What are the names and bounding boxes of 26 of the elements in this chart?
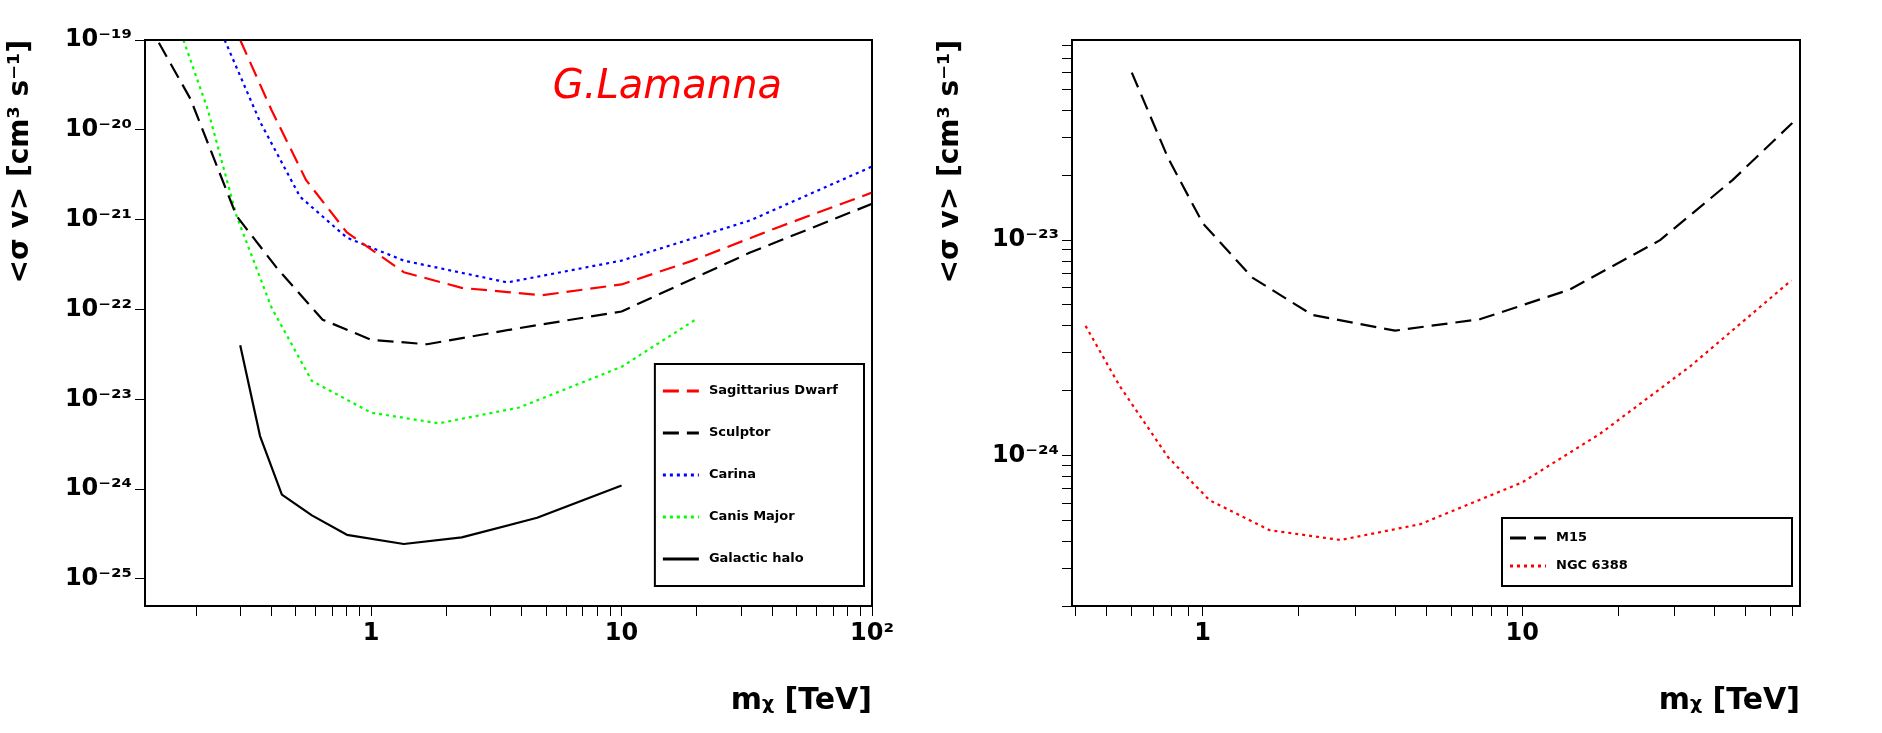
- legend-label: Sagittarius Dwarf: [708, 382, 839, 398]
- y-tick-label: 10⁻²⁴: [991, 439, 1059, 468]
- x-tick-label: 10²: [850, 617, 894, 646]
- x-tick-label: 1: [362, 617, 380, 646]
- legend-label: NGC 6388: [1556, 557, 1628, 573]
- legend-label: M15: [1556, 529, 1588, 545]
- y-axis-title: <σ v> [cm³ s⁻¹]: [2, 40, 36, 284]
- y-tick-label: 10⁻²³: [64, 383, 132, 412]
- x-tick-label: 10: [1505, 617, 1539, 646]
- y-tick-label: 10⁻²⁴: [64, 473, 132, 502]
- y-tick-label: 10⁻²¹: [64, 203, 132, 232]
- annotation: G.Lamanna: [552, 61, 782, 108]
- x-axis-title: mᵪ [TeV]: [1658, 680, 1800, 716]
- x-tick-label: 10: [604, 617, 639, 646]
- legend-label: Carina: [708, 466, 757, 482]
- legend-label: Canis Major: [708, 508, 796, 524]
- y-tick-label: 10⁻²²: [64, 293, 132, 322]
- y-axis-title: <σ v> [cm³ s⁻¹]: [932, 40, 966, 284]
- x-tick-label: 1: [1194, 617, 1212, 646]
- legend-label: Sculptor: [708, 424, 772, 440]
- y-tick-label: 10⁻²⁰: [64, 114, 132, 143]
- y-tick-label: 10⁻²⁵: [64, 563, 132, 592]
- y-tick-label: 10⁻²³: [991, 224, 1059, 253]
- legend-label: Galactic halo: [708, 550, 804, 566]
- y-tick-label: 10⁻¹⁹: [64, 24, 132, 53]
- x-axis-title: mᵪ [TeV]: [730, 680, 872, 716]
